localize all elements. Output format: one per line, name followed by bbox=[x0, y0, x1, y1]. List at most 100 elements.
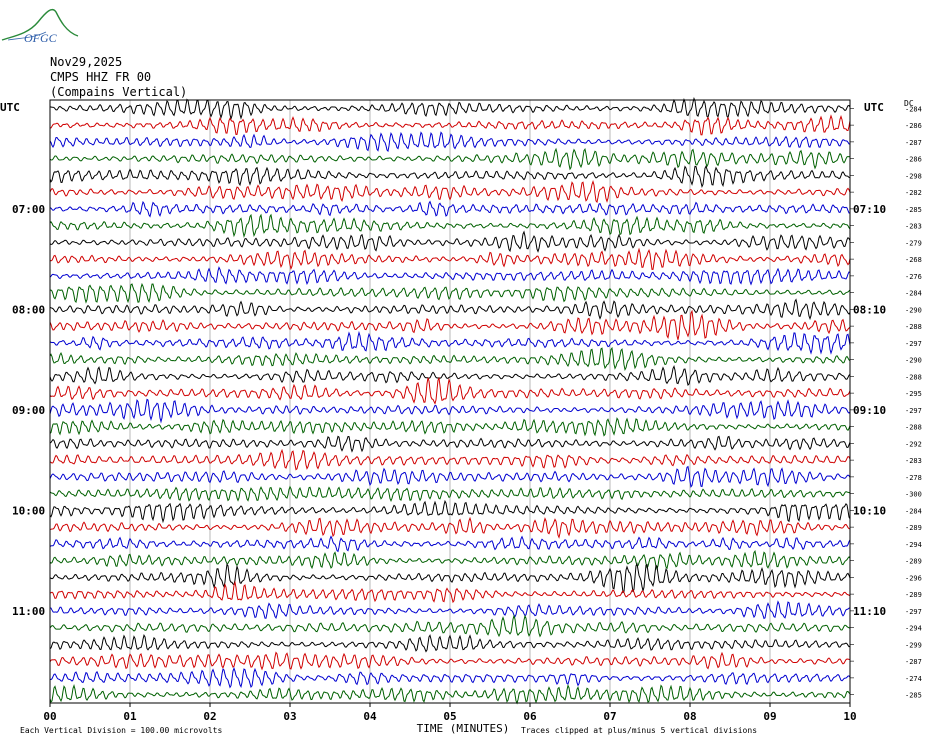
dc-offset-label: -287 bbox=[905, 139, 922, 147]
logo-mountain-icon bbox=[1, 8, 79, 41]
right-hour-label: 09:10 bbox=[853, 404, 886, 417]
dc-offset-label: -289 bbox=[905, 524, 922, 532]
dc-offset-label: -297 bbox=[905, 407, 922, 415]
left-hour-label: 09:00 bbox=[12, 404, 45, 417]
left-hour-label: 07:00 bbox=[12, 203, 45, 216]
dc-offset-label: -290 bbox=[905, 357, 922, 365]
seismic-trace-row bbox=[49, 266, 851, 286]
seismic-trace-row bbox=[49, 684, 851, 705]
dc-offset-label: -286 bbox=[905, 156, 922, 164]
dc-offset-label: -285 bbox=[905, 692, 922, 700]
seismic-trace-row bbox=[49, 600, 851, 620]
x-tick-label: 00 bbox=[43, 710, 56, 723]
seismic-trace-row bbox=[49, 580, 851, 604]
dc-offset-label: -287 bbox=[905, 658, 922, 666]
dc-offset-label: -288 bbox=[905, 323, 922, 331]
seismic-trace-row bbox=[49, 448, 851, 471]
x-tick-label: 05 bbox=[443, 710, 456, 723]
dc-offset-label: -297 bbox=[905, 608, 922, 616]
dc-offset-label: -282 bbox=[905, 189, 922, 197]
seismic-trace-row bbox=[49, 200, 851, 218]
x-tick-label: 01 bbox=[123, 710, 137, 723]
x-tick-label: 06 bbox=[523, 710, 537, 723]
x-tick-label: 03 bbox=[283, 710, 296, 723]
seismic-trace-row bbox=[49, 666, 851, 689]
seismic-trace-row bbox=[49, 298, 851, 321]
seismic-trace-row bbox=[49, 131, 851, 153]
dc-offset-label: -292 bbox=[905, 440, 922, 448]
dc-offset-label: -284 bbox=[905, 290, 922, 298]
right-hour-label: 07:10 bbox=[853, 203, 886, 216]
seismic-trace-row bbox=[49, 499, 851, 524]
dc-offset-label: -288 bbox=[905, 424, 922, 432]
dc-offset-label: -283 bbox=[905, 223, 922, 231]
dc-offset-label: -295 bbox=[905, 390, 922, 398]
right-utc-label: UTC bbox=[864, 101, 884, 114]
dc-offset-label: -294 bbox=[905, 625, 922, 633]
dc-offset-label: -289 bbox=[905, 591, 922, 599]
dc-offset-label: -276 bbox=[905, 273, 922, 281]
left-utc-label: UTC bbox=[0, 101, 20, 114]
seismic-trace-row bbox=[49, 614, 851, 638]
x-tick-label: 04 bbox=[363, 710, 377, 723]
seismic-trace-row bbox=[49, 651, 851, 671]
left-hour-label: 11:00 bbox=[12, 605, 45, 618]
dc-label: DC bbox=[904, 99, 914, 108]
dc-offset-label: -288 bbox=[905, 373, 922, 381]
seismic-trace-row bbox=[49, 309, 851, 340]
dc-offset-label: -279 bbox=[905, 239, 922, 247]
header-location: (Compains Vertical) bbox=[50, 85, 188, 99]
axis-labels: 00 01 02 03 04 05 06 07 08 09 10 -284 -286 -287 -286 -2… bbox=[12, 105, 922, 723]
dc-offset-label: -268 bbox=[905, 256, 922, 264]
seismic-trace-row bbox=[49, 398, 851, 424]
seismic-trace-row bbox=[49, 165, 851, 188]
seismic-trace-row bbox=[49, 417, 851, 437]
seismic-trace-row bbox=[49, 562, 851, 594]
seismic-trace-row bbox=[49, 550, 851, 571]
seismic-trace-row bbox=[49, 114, 851, 136]
seismic-trace-row bbox=[49, 147, 851, 171]
header-station: CMPS HHZ FR 00 bbox=[50, 70, 152, 84]
footer-left-note: Each Vertical Division = 100.00 microvol… bbox=[20, 726, 222, 735]
x-tick-label: 02 bbox=[203, 710, 216, 723]
seismic-trace-row bbox=[49, 535, 851, 553]
logo-text: OFGC bbox=[24, 31, 58, 45]
plot-frame bbox=[49, 99, 851, 704]
x-axis-title: TIME (MINUTES) bbox=[417, 722, 510, 735]
x-tick-label: 07 bbox=[603, 710, 616, 723]
ofgc-logo: OFGC bbox=[1, 8, 79, 45]
dc-offset-label: -297 bbox=[905, 340, 922, 348]
seismic-trace-row bbox=[49, 633, 851, 653]
seismic-trace-row bbox=[49, 330, 851, 355]
seismic-trace-row bbox=[49, 230, 851, 253]
dc-offset-label: -278 bbox=[905, 474, 922, 482]
x-tick-label: 08 bbox=[683, 710, 696, 723]
dc-offset-label: -283 bbox=[905, 457, 922, 465]
dc-offset-label: -300 bbox=[905, 491, 922, 499]
seismic-trace-row bbox=[49, 247, 851, 270]
seismic-trace-row bbox=[49, 485, 851, 503]
dc-offset-label: -285 bbox=[905, 206, 922, 214]
seismic-trace-row bbox=[49, 435, 851, 453]
dc-offset-label: -296 bbox=[905, 574, 922, 582]
seismic-trace-row bbox=[49, 516, 851, 539]
left-hour-label: 08:00 bbox=[12, 303, 45, 316]
seismic-traces bbox=[49, 97, 851, 705]
dc-offset-label: -284 bbox=[905, 105, 922, 113]
seismic-trace-row bbox=[49, 97, 851, 121]
footer-right-note: Traces clipped at plus/minus 5 vertical … bbox=[521, 726, 757, 735]
x-tick-label: 10 bbox=[843, 710, 856, 723]
seismic-trace-row bbox=[49, 365, 851, 387]
right-hour-label: 10:10 bbox=[853, 504, 886, 517]
dc-offset-label: -289 bbox=[905, 558, 922, 566]
dc-offset-label: -298 bbox=[905, 172, 922, 180]
seismic-trace-row bbox=[49, 376, 851, 405]
x-tick-label: 09 bbox=[763, 710, 776, 723]
header-date: Nov29,2025 bbox=[50, 55, 123, 69]
right-hour-label: 08:10 bbox=[853, 303, 886, 316]
dc-offset-label: -286 bbox=[905, 122, 922, 130]
seismic-trace-row bbox=[49, 465, 851, 488]
dc-offset-label: -290 bbox=[905, 306, 922, 314]
seismic-trace-row bbox=[49, 346, 851, 372]
